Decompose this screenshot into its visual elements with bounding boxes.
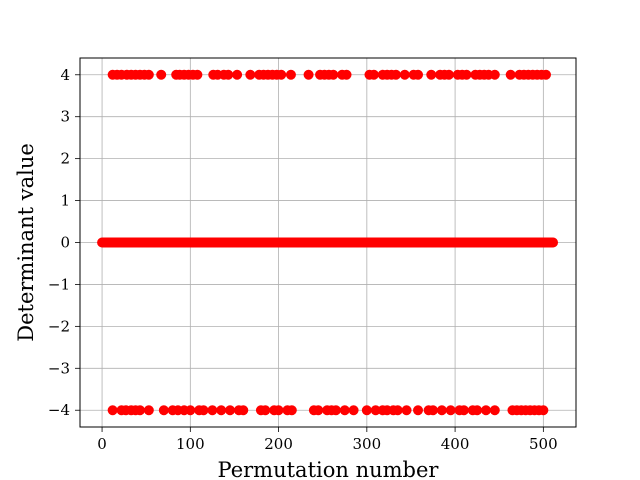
data-point [158,405,169,416]
y-tick-label: 3 [60,108,70,126]
x-tick-label: 400 [441,435,470,453]
data-point [273,405,284,416]
data-point [348,405,359,416]
data-point [339,405,350,416]
axis-ticks: 0 100 200 300 400 500 −4 −3 −2 −1 0 1 2 3 4 [48,66,558,453]
data-point [107,405,118,416]
y-tick-label: −1 [48,275,70,293]
data-point [413,405,424,416]
y-tick-label: 1 [60,192,70,210]
y-tick-label: −3 [48,359,70,377]
data-point [370,405,381,416]
y-tick-label: −2 [48,317,70,335]
x-axis-title: Permutation number [218,458,440,480]
y-axis-title: Determinant value [14,143,38,342]
data-point [207,405,218,416]
data-point [238,405,249,416]
data-point [216,405,227,416]
data-point [143,405,154,416]
data-point [540,69,551,80]
data-points [97,69,559,416]
data-point [399,69,410,80]
data-point [480,405,491,416]
data-point [458,405,469,416]
data-point [392,405,403,416]
x-tick-label: 300 [353,435,382,453]
data-point [198,405,209,416]
data-point [361,405,372,416]
y-tick-label: −4 [48,401,70,419]
data-point [489,405,500,416]
data-point [185,405,196,416]
data-point [276,69,287,80]
data-point [192,69,203,80]
data-point [156,69,167,80]
y-tick-label: 4 [60,66,70,84]
data-point [223,69,234,80]
x-tick-label: 100 [176,435,205,453]
data-point [260,405,271,416]
data-point [489,69,500,80]
data-point [285,69,296,80]
data-point [390,69,401,80]
data-point [445,405,456,416]
data-point [538,405,549,416]
data-point [426,69,437,80]
data-point [461,69,472,80]
data-point [341,69,352,80]
data-point [232,69,243,80]
data-point [428,405,439,416]
y-tick-label: 0 [60,234,70,252]
data-point [368,69,379,80]
data-point [303,69,314,80]
data-point [505,69,516,80]
data-point [548,237,559,248]
x-tick-label: 0 [97,435,107,453]
data-point [286,405,297,416]
data-point [328,69,339,80]
data-point [472,405,483,416]
data-point [135,405,146,416]
data-point [413,69,424,80]
data-point [401,405,412,416]
x-tick-label: 500 [529,435,558,453]
data-point [245,69,256,80]
x-tick-label: 200 [264,435,293,453]
data-point [443,69,454,80]
data-point [225,405,236,416]
data-point [436,405,447,416]
data-point [313,405,324,416]
y-tick-label: 2 [60,150,70,168]
data-point [143,69,154,80]
data-point [330,405,341,416]
